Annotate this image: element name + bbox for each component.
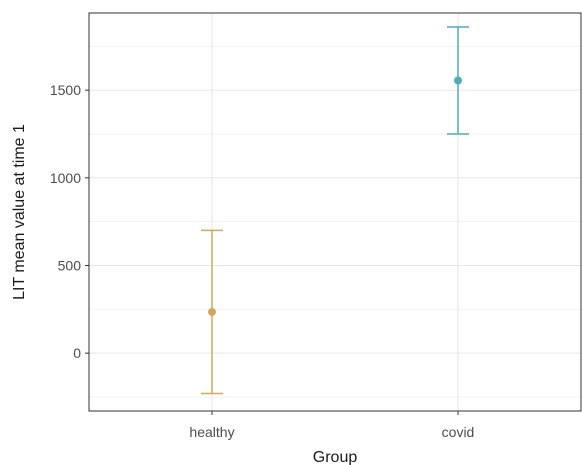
data-point-covid <box>454 76 462 85</box>
y-tick-label: 0 <box>73 345 81 361</box>
data-point-healthy <box>208 307 216 316</box>
x-axis-title: Group <box>313 449 358 465</box>
grid <box>89 13 581 411</box>
x-tick-label: covid <box>442 424 475 440</box>
x-tick-label: healthy <box>189 424 234 440</box>
data-marks <box>201 26 469 395</box>
plot-panel-border <box>88 12 582 412</box>
y-tick-label: 1500 <box>50 82 81 98</box>
y-axis: 0 500 1000 1500 <box>50 82 89 361</box>
y-tick-label: 500 <box>58 257 82 273</box>
errorbar-healthy <box>201 229 223 395</box>
x-axis: healthy covid <box>189 411 474 440</box>
errorbar-covid <box>447 26 469 135</box>
y-axis-title: LIT mean value at time 1 <box>11 124 28 300</box>
y-tick-label: 1000 <box>50 170 81 186</box>
